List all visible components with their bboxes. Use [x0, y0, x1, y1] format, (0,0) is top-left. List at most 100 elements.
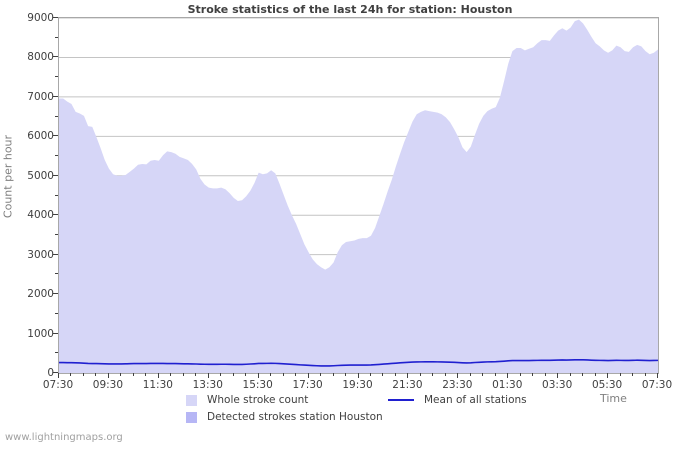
x-tick-minor [82, 373, 84, 376]
legend-line-marker [388, 399, 414, 401]
y-tick-minor [55, 36, 58, 38]
x-tick-minor [270, 373, 272, 376]
watermark: www.lightningmaps.org [5, 432, 123, 443]
y-tick-major [53, 293, 58, 295]
y-tick-major [53, 135, 58, 137]
y-tick-major [53, 214, 58, 216]
y-tick-label: 9000 [27, 12, 54, 24]
y-tick-minor [55, 273, 58, 275]
y-tick-minor [55, 352, 58, 354]
x-tick-label: 07:30 [641, 379, 673, 391]
chart-canvas [59, 18, 658, 373]
y-tick-minor [55, 76, 58, 78]
x-tick-minor [95, 373, 97, 376]
x-tick-major [607, 373, 609, 378]
x-tick-minor [619, 373, 621, 376]
y-tick-minor [55, 312, 58, 314]
y-tick-minor [55, 155, 58, 157]
x-tick-minor [469, 373, 471, 376]
x-tick-minor [70, 373, 72, 376]
x-tick-label: 11:30 [142, 379, 173, 391]
x-tick-major [357, 373, 359, 378]
legend-label: Detected strokes station Houston [207, 411, 383, 423]
page-title: Stroke statistics of the last 24h for st… [187, 3, 513, 16]
x-tick-minor [382, 373, 384, 376]
y-tick-major [53, 95, 58, 97]
y-tick-label: 3000 [27, 248, 54, 261]
x-tick-minor [519, 373, 521, 376]
legend-item[interactable]: Mean of all stations [388, 394, 527, 406]
x-tick-label: 21:30 [392, 379, 423, 391]
y-tick-major [53, 174, 58, 176]
x-tick-major [557, 373, 559, 378]
x-tick-minor [369, 373, 371, 376]
x-tick-label: 17:30 [292, 379, 323, 391]
x-tick-minor [120, 373, 122, 376]
x-tick-major [157, 373, 159, 378]
x-tick-minor [394, 373, 396, 376]
x-tick-minor [170, 373, 172, 376]
x-tick-major [457, 373, 459, 378]
x-tick-minor [532, 373, 534, 376]
x-tick-minor [182, 373, 184, 376]
legend-item[interactable]: Detected strokes station Houston [186, 411, 383, 423]
y-tick-label: 7000 [27, 90, 54, 103]
x-tick-minor [482, 373, 484, 376]
x-tick-label: 23:30 [442, 379, 473, 391]
x-tick-minor [594, 373, 596, 376]
x-tick-minor [245, 373, 247, 376]
x-tick-minor [632, 373, 634, 376]
x-tick-minor [494, 373, 496, 376]
y-tick-minor [55, 115, 58, 117]
legend-label: Whole stroke count [207, 394, 309, 406]
x-tick-major [107, 373, 109, 378]
x-tick-major [507, 373, 509, 378]
plot-wrapper [58, 17, 659, 374]
x-tick-minor [132, 373, 134, 376]
y-tick-label: 4000 [27, 209, 54, 222]
x-tick-label: 05:30 [591, 379, 623, 391]
legend-swatch [186, 394, 197, 406]
legend-swatch [186, 411, 197, 423]
x-tick-minor [320, 373, 322, 376]
x-tick-minor [232, 373, 234, 376]
y-tick-major [53, 332, 58, 334]
x-tick-minor [544, 373, 546, 376]
y-tick-major [53, 56, 58, 58]
x-tick-minor [145, 373, 147, 376]
x-tick-major [407, 373, 409, 378]
chart-legend: Whole stroke count Mean of all stations De… [0, 394, 700, 428]
y-tick-label: 0 [47, 367, 54, 379]
y-tick-minor [55, 194, 58, 196]
x-tick-minor [582, 373, 584, 376]
area-series-0 [59, 19, 658, 373]
y-tick-label: 6000 [27, 130, 54, 143]
y-tick-minor [55, 233, 58, 235]
x-tick-label: 19:30 [342, 379, 373, 391]
x-tick-minor [332, 373, 334, 376]
x-tick-label: 07:30 [42, 379, 74, 391]
x-tick-major [207, 373, 209, 378]
y-tick-major [53, 17, 58, 18]
x-tick-major [257, 373, 259, 378]
x-tick-minor [644, 373, 646, 376]
y-tick-major [53, 253, 58, 255]
x-tick-minor [220, 373, 222, 376]
x-tick-minor [444, 373, 446, 376]
legend-label: Mean of all stations [424, 394, 527, 406]
x-tick-label: 01:30 [492, 379, 523, 391]
x-tick-major [58, 373, 59, 378]
x-tick-minor [569, 373, 571, 376]
y-tick-label: 5000 [27, 169, 54, 182]
line-series-2 [59, 358, 658, 367]
x-tick-minor [419, 373, 421, 376]
legend-item[interactable]: Whole stroke count [186, 394, 308, 406]
x-tick-minor [432, 373, 434, 376]
plot-area [58, 17, 659, 374]
x-tick-minor [282, 373, 284, 376]
x-tick-major [307, 373, 309, 378]
y-tick-label: 8000 [27, 51, 54, 64]
x-tick-label: 15:30 [242, 379, 273, 391]
x-tick-label: 13:30 [192, 379, 223, 391]
